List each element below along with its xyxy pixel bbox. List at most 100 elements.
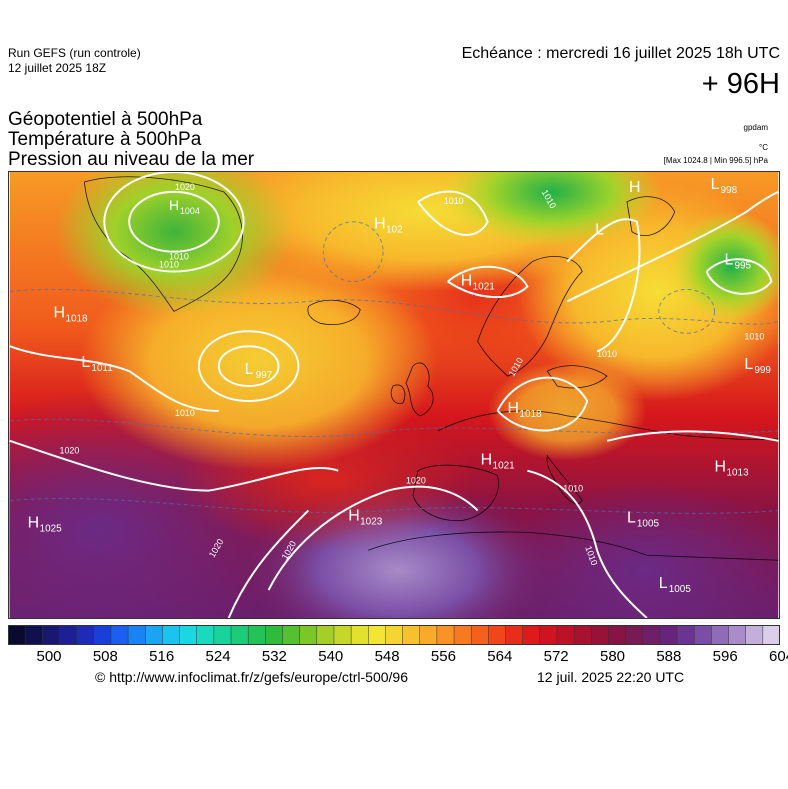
run-name: Run GEFS (run controle) [8, 46, 141, 60]
isobar-1010-west [9, 345, 219, 412]
colorbar-cell [488, 625, 507, 645]
colorbar-cell [265, 625, 284, 645]
title-pressure: Pression au niveau de la mer [8, 149, 255, 170]
colorbar-cell [110, 625, 129, 645]
colorbar-tick-label: 556 [430, 648, 456, 665]
isobar-greenland-low-2 [128, 190, 220, 253]
title-geopotential: Géopotentiel à 500hPa [8, 109, 203, 130]
forecast-valid-time: Echéance : mercredi 16 juillet 2025 18h … [461, 45, 780, 62]
colorbar-cell [127, 625, 146, 645]
pressure-label-h: H [28, 514, 40, 531]
pressure-value: 999 [754, 365, 771, 376]
colorbar-cell [385, 625, 404, 645]
isobar-label: 1010 [444, 196, 464, 206]
colorbar-tick-label: 580 [599, 648, 626, 665]
pressure-label-l: L [81, 354, 90, 371]
colorbar-cell [659, 625, 678, 645]
colorbar-tick-label: 500 [36, 648, 62, 665]
pressure-label-h: H [481, 452, 493, 469]
pressure-label-h: H [54, 304, 65, 321]
colorbar-tick-label: 532 [261, 648, 287, 665]
coast-baltic [546, 365, 608, 389]
isobar-1010-se [606, 430, 779, 442]
shade-green-greenland [54, 172, 294, 317]
pressure-label-h: H [348, 507, 360, 524]
pressure-value: 1005 [637, 518, 660, 529]
t-contour-5 [658, 288, 716, 334]
colorbar-cell [282, 625, 301, 645]
colorbar-cell [213, 625, 232, 645]
pressure-label-l: L [627, 509, 636, 526]
colorbar-cell [144, 625, 164, 645]
colorbar-cell [522, 625, 541, 645]
source-credit: © http://www.infoclimat.fr/z/gefs/europe… [95, 669, 409, 685]
isobar-1020-south [267, 485, 479, 591]
pressure-label-h: H [374, 216, 386, 233]
isobar-ural-low [705, 258, 773, 295]
colorbar-cell [728, 625, 747, 645]
pressure-range: [Max 1024.8 | Min 996.5] hPa [663, 156, 768, 165]
isobar-1020-south2 [227, 509, 310, 618]
pressure-value: 102 [386, 225, 403, 236]
weather-map: H 1018 L 1011 L 997 H 1025 H 1023 H 1021… [8, 171, 780, 619]
colorbar-cell [745, 625, 764, 645]
colorbar-cell [299, 625, 318, 645]
coast-iceland [307, 299, 361, 325]
colorbar-cell [230, 625, 249, 645]
colorbar-cell [179, 625, 198, 645]
colorbar-cell [453, 625, 472, 645]
colorbar-cell [676, 625, 695, 645]
pressure-value: 1013 [727, 468, 750, 479]
colorbar-cell [93, 625, 112, 645]
colorbar-cell [505, 625, 524, 645]
pressure-label-l: L [245, 361, 254, 378]
colorbar-cell [573, 625, 593, 645]
isobar-atlantic-low-2 [217, 345, 280, 388]
isobar-1010-rus [566, 190, 779, 303]
colorbar-cell [591, 625, 610, 645]
pressure-value: 995 [734, 261, 751, 272]
shade-green-arctic [442, 172, 662, 247]
colorbar-tick-label: 596 [712, 648, 738, 665]
pressure-label-l: L [595, 222, 604, 239]
pressure-label-h: H [461, 272, 473, 289]
isobar-label: 1010 [597, 349, 617, 359]
pressure-value: 1021 [473, 281, 496, 292]
colorbar-labels: 500 508 516 524 532 540 548 556 564 572 580 588 596 6… [8, 648, 788, 668]
colorbar-cell [642, 625, 661, 645]
colorbar-cells [8, 625, 780, 645]
coast-ireland [390, 384, 406, 404]
t-contour-2 [9, 418, 779, 437]
shade-yellow-central [487, 361, 647, 461]
colorbar-tick-label: 516 [149, 648, 175, 665]
t-contour-3 [9, 497, 779, 514]
colorbar-tick-label: 540 [318, 648, 344, 665]
colorbar-cell [693, 625, 713, 645]
colorbar-cell [608, 625, 627, 645]
isobar-label: 1010 [159, 260, 179, 270]
lead-time: + 96H [701, 68, 780, 100]
isobar-1020-west [9, 439, 339, 492]
coast-novaya [626, 196, 676, 237]
isobar-1010-scand [447, 265, 529, 299]
unit-temperature: °C [759, 143, 768, 152]
isobar-1010-north [417, 190, 489, 236]
colorbar-cell [333, 625, 352, 645]
colorbar-cell [350, 625, 370, 645]
pressure-value: 1023 [360, 516, 383, 527]
colorbar-cell [316, 625, 335, 645]
colorbar-cell [539, 625, 558, 645]
isobar-label: 1020 [60, 446, 80, 456]
pressure-label-l: L [725, 252, 734, 269]
pressure-label-l: L [711, 176, 720, 193]
colorbar-cell [8, 625, 26, 645]
shade-purple-se [497, 480, 779, 618]
pressure-value: 1018 [519, 409, 542, 420]
unit-geopotential: gpdam [743, 123, 768, 132]
colorbar-cell [436, 625, 455, 645]
isobar-1010-central [496, 376, 589, 432]
colorbar-cell [556, 625, 575, 645]
t-contour-1 [9, 288, 779, 325]
isobar-label: 1010 [563, 484, 583, 494]
colorbar-tick-label: 564 [487, 648, 513, 665]
